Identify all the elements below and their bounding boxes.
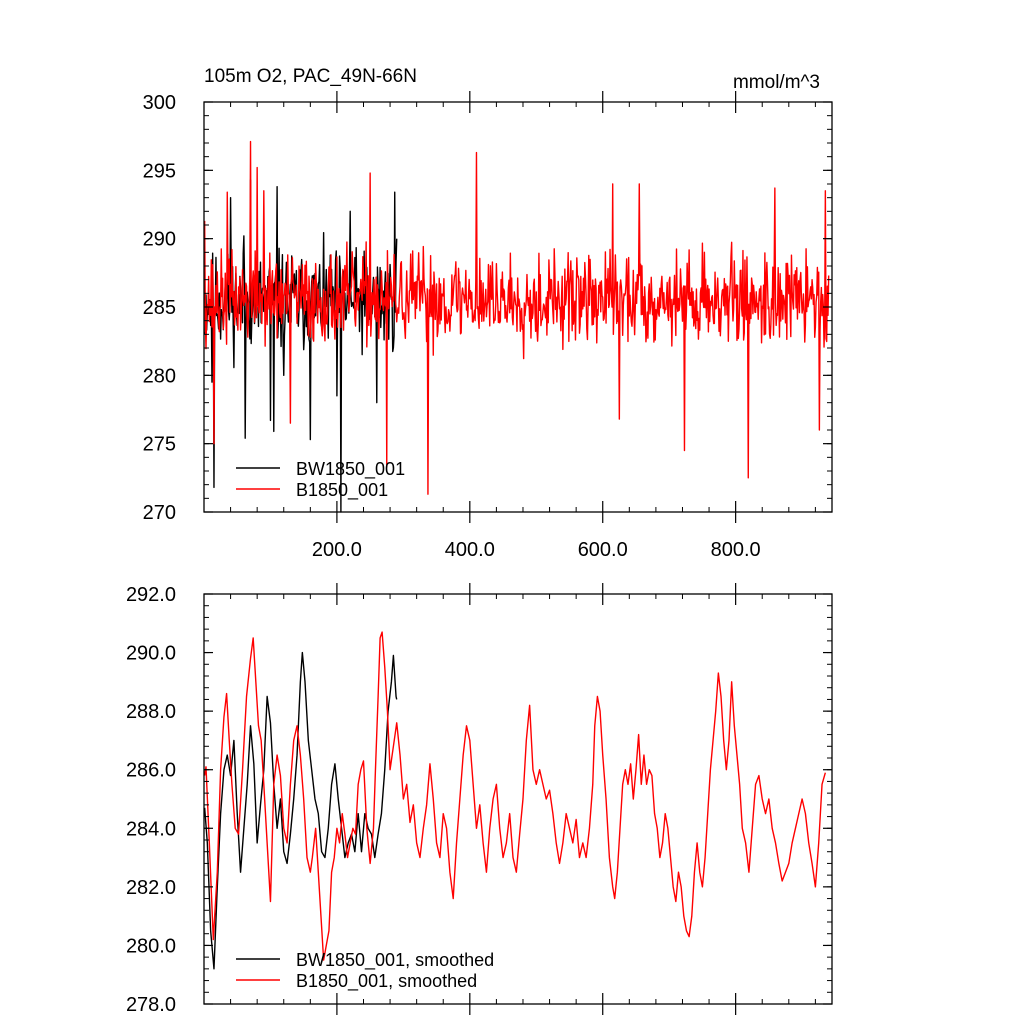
y-tick-label: 280.0 [126, 935, 176, 957]
x-tick-label: 800.0 [711, 539, 761, 561]
legend-label: BW1850_001, smoothed [296, 950, 494, 971]
bottom-series-group [203, 631, 827, 970]
x-tick-label: 400.0 [445, 539, 495, 561]
y-tick-label: 290 [143, 229, 176, 251]
y-tick-label: 300 [143, 92, 176, 114]
y-tick-label: 288.0 [126, 701, 176, 723]
legend-label: B1850_001, smoothed [296, 971, 477, 992]
y-tick-label: 275 [143, 434, 176, 456]
y-tick-label: 290.0 [126, 643, 176, 665]
top-series-group [203, 140, 830, 513]
chart-title: 105m O2, PAC_49N-66N [204, 66, 417, 87]
legend-label: BW1850_001 [296, 459, 405, 480]
series-line-bw1850-001-smoothed [203, 651, 398, 970]
top-axes: 270 275 280 285 290 295 300 200.0 400.0 600.0 800.… [143, 91, 833, 561]
series-line-b1850-001 [203, 140, 830, 495]
y-tick-label: 295 [143, 160, 176, 182]
y-tick-label: 278.0 [126, 994, 176, 1016]
y-tick-label: 270 [143, 502, 176, 524]
legend-label: B1850_001 [296, 480, 388, 501]
y-tick-label: 292.0 [126, 584, 176, 606]
x-tick-label: 200.0 [312, 539, 362, 561]
units-label: mmol/m^3 [733, 72, 820, 93]
y-tick-label: 285 [143, 297, 176, 319]
x-tick-label: 600.0 [578, 539, 628, 561]
bottom-axes: 278.0 280.0 282.0 284.0 286.0 288.0 290.0 292.0 [126, 583, 833, 1016]
y-tick-label: 280 [143, 365, 176, 387]
bottom-panel: 278.0 280.0 282.0 284.0 286.0 288.0 290.0 292.0… [126, 583, 833, 1016]
y-tick-label: 286.0 [126, 760, 176, 782]
y-tick-label: 284.0 [126, 818, 176, 840]
y-tick-label: 282.0 [126, 877, 176, 899]
plot-frame [203, 593, 833, 1005]
series-line-b1850-001-smoothed [203, 631, 827, 961]
top-panel: 105m O2, PAC_49N-66N mmol/m^3 2702752802… [143, 66, 833, 561]
